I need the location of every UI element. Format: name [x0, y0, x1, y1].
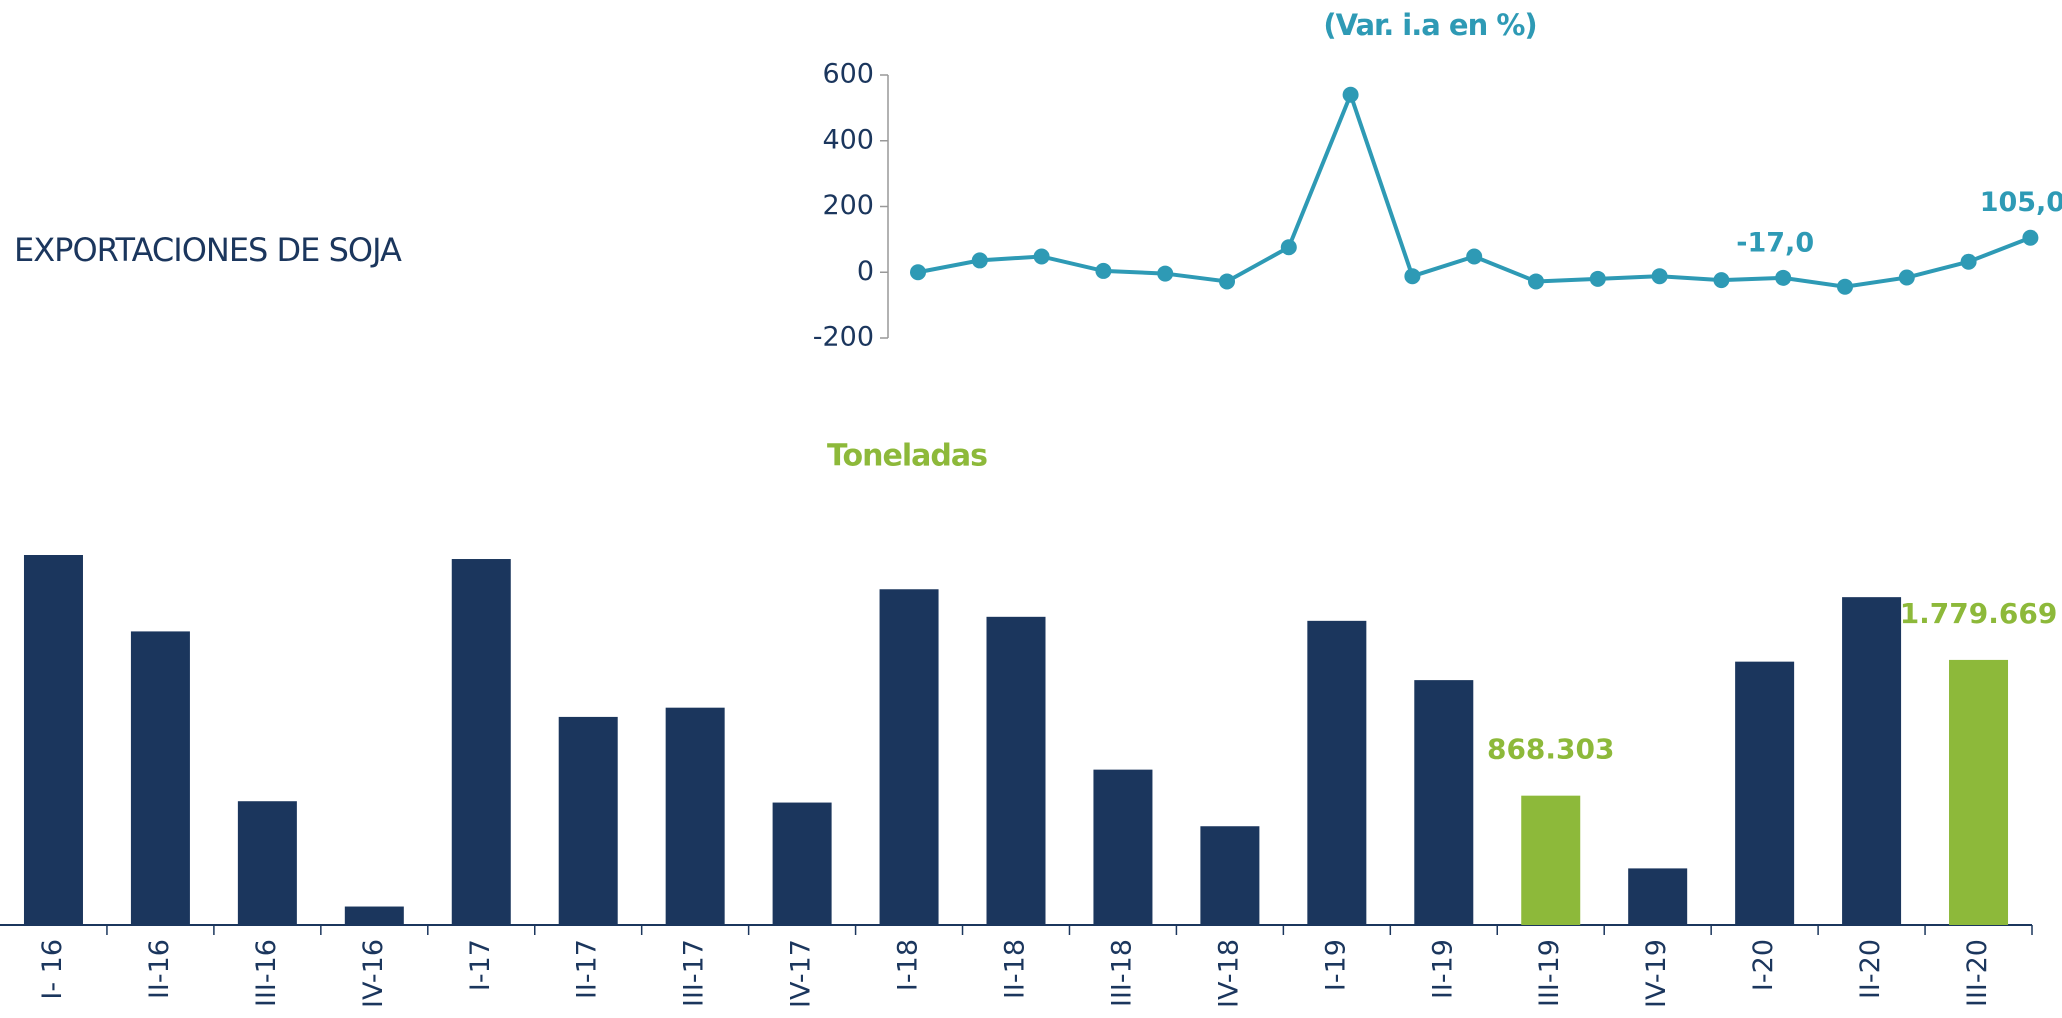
bar [1521, 795, 1581, 925]
point [1528, 273, 1544, 290]
bar [1093, 769, 1153, 925]
bar [1628, 868, 1688, 925]
y-tick-label: 0 [857, 256, 874, 287]
point [1898, 269, 1915, 286]
bar [1735, 661, 1795, 925]
x-tick-label: III-17 [679, 939, 710, 1007]
x-tick-label: III-19 [1534, 939, 1565, 1007]
point [1342, 86, 1359, 103]
bar [237, 801, 297, 925]
bar [986, 616, 1046, 925]
data-label: 868.303 [1487, 733, 1615, 766]
point [1960, 253, 1977, 270]
bar [879, 589, 939, 925]
x-tick-label: I-17 [465, 939, 496, 991]
point [1157, 265, 1174, 282]
point [1466, 248, 1483, 265]
bar [1414, 680, 1474, 925]
main-title: EXPORTACIONES DE SOJA [14, 231, 402, 269]
point [1713, 272, 1730, 289]
point [910, 264, 926, 281]
y-tick-label: 400 [822, 124, 874, 155]
x-tick-label: II-18 [1000, 939, 1031, 999]
bar [772, 802, 832, 925]
y-tick-label: 600 [822, 59, 874, 90]
data-label: 1.779.669 [1900, 597, 2058, 630]
point [971, 252, 988, 269]
x-tick-label: II-20 [1855, 939, 1886, 999]
point [1280, 239, 1297, 256]
x-tick-label: II-17 [572, 939, 603, 999]
x-tick-label: I-19 [1320, 939, 1351, 991]
y-tick-label: -200 [813, 322, 874, 353]
bar [344, 906, 404, 925]
point [2022, 229, 2039, 246]
point [1775, 269, 1792, 286]
x-tick-label: IV-16 [358, 939, 389, 1008]
bar [558, 716, 618, 925]
bar [451, 559, 511, 925]
point [1033, 248, 1050, 265]
x-tick-label: I-18 [893, 939, 924, 991]
bar [665, 707, 725, 925]
x-tick-label: II-19 [1427, 939, 1458, 999]
line-title: (Var. i.a en %) [1323, 8, 1536, 42]
data-label: -17,0 [1736, 227, 1814, 258]
x-tick-label: III-18 [1106, 939, 1137, 1007]
point [1651, 268, 1668, 285]
data-label: 105,0 [1980, 187, 2062, 218]
bar-title: Toneladas [827, 439, 987, 474]
x-tick-label: IV-17 [786, 939, 817, 1008]
x-tick-label: IV-18 [1213, 939, 1244, 1008]
point [1589, 270, 1606, 287]
bar [1307, 620, 1367, 925]
point [1837, 278, 1853, 295]
point [1095, 262, 1112, 279]
point [1404, 268, 1421, 285]
bar [1842, 597, 1902, 925]
point [1219, 273, 1235, 290]
x-tick-label: III-20 [1962, 939, 1993, 1007]
x-tick-label: I- 16 [37, 939, 68, 1000]
bar [23, 555, 83, 925]
bar [1949, 659, 2009, 925]
x-tick-label: IV-19 [1641, 939, 1672, 1008]
x-tick-label: II-16 [144, 939, 175, 999]
y-tick-label: 200 [822, 190, 874, 221]
x-tick-label: I-20 [1748, 939, 1779, 991]
bar [130, 631, 190, 925]
bar [1200, 826, 1260, 925]
x-tick-label: III-16 [251, 939, 282, 1007]
